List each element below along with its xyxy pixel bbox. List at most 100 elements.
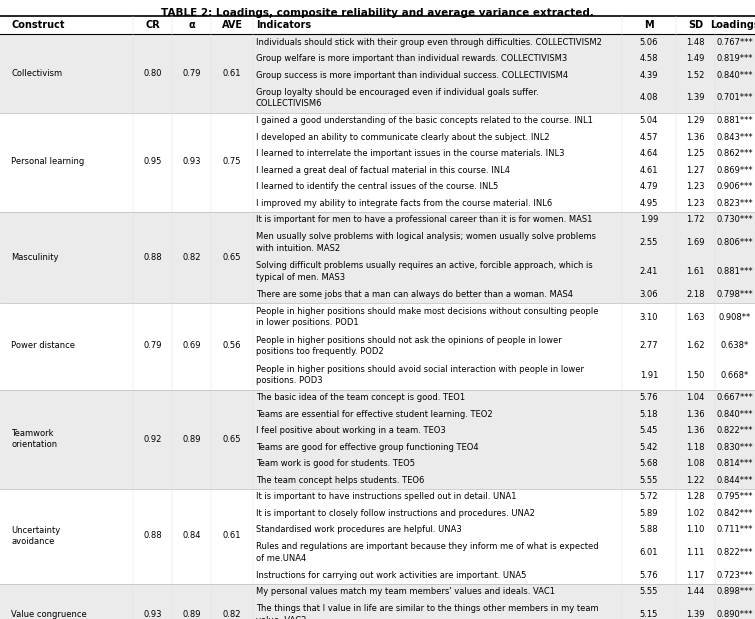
- Text: Indicators: Indicators: [256, 20, 311, 30]
- Text: 5.42: 5.42: [639, 443, 658, 452]
- Text: 1.28: 1.28: [686, 492, 704, 501]
- Text: 4.57: 4.57: [639, 132, 658, 142]
- Text: 4.95: 4.95: [639, 199, 658, 208]
- Text: 5.06: 5.06: [639, 38, 658, 47]
- Text: 0.61: 0.61: [223, 532, 242, 540]
- Text: 1.69: 1.69: [686, 238, 704, 247]
- Bar: [0, 584, 755, 619]
- Text: 5.72: 5.72: [639, 492, 658, 501]
- Text: 5.76: 5.76: [639, 393, 658, 402]
- Text: 0.823***: 0.823***: [716, 199, 753, 208]
- Text: 1.23: 1.23: [686, 182, 704, 191]
- Text: 0.65: 0.65: [223, 253, 242, 261]
- Text: 5.76: 5.76: [639, 571, 658, 580]
- Text: 0.79: 0.79: [143, 342, 162, 350]
- Text: 1.52: 1.52: [686, 71, 704, 80]
- Bar: [0, 113, 755, 212]
- Text: 5.18: 5.18: [639, 410, 658, 418]
- Text: 0.84: 0.84: [182, 532, 201, 540]
- Text: 0.69: 0.69: [182, 342, 201, 350]
- Text: Masculinity: Masculinity: [11, 253, 58, 261]
- Text: M: M: [644, 20, 654, 30]
- Text: 0.88: 0.88: [143, 532, 162, 540]
- Text: 1.08: 1.08: [686, 459, 704, 468]
- Text: 1.49: 1.49: [686, 54, 704, 63]
- Text: Value congruence: Value congruence: [11, 610, 87, 619]
- Text: Men usually solve problems with logical analysis; women usually solve problems
w: Men usually solve problems with logical …: [256, 233, 596, 253]
- Text: 4.08: 4.08: [639, 93, 658, 103]
- Text: Teams are essential for effective student learning. TEO2: Teams are essential for effective studen…: [256, 410, 492, 418]
- Text: I improved my ability to integrate facts from the course material. INL6: I improved my ability to integrate facts…: [256, 199, 552, 208]
- Text: Personal learning: Personal learning: [11, 157, 85, 167]
- Text: I developed an ability to communicate clearly about the subject. INL2: I developed an ability to communicate cl…: [256, 132, 550, 142]
- Text: 4.79: 4.79: [639, 182, 658, 191]
- Text: Construct: Construct: [11, 20, 64, 30]
- Text: Team work is good for students. TEO5: Team work is good for students. TEO5: [256, 459, 415, 468]
- Text: 1.17: 1.17: [686, 571, 704, 580]
- Text: 1.04: 1.04: [686, 393, 704, 402]
- Text: 1.72: 1.72: [686, 215, 704, 224]
- Text: 0.844***: 0.844***: [716, 476, 753, 485]
- Text: 1.61: 1.61: [686, 267, 704, 276]
- Text: 0.668*: 0.668*: [721, 371, 749, 379]
- Text: 3.06: 3.06: [639, 290, 658, 299]
- Text: 0.61: 0.61: [223, 69, 242, 78]
- Text: 0.730***: 0.730***: [716, 215, 753, 224]
- Text: 0.93: 0.93: [182, 157, 201, 167]
- Text: I learned to interrelate the important issues in the course materials. INL3: I learned to interrelate the important i…: [256, 149, 565, 158]
- Text: 0.830***: 0.830***: [716, 443, 753, 452]
- Text: 5.88: 5.88: [639, 526, 658, 534]
- Text: 1.27: 1.27: [686, 166, 704, 175]
- Text: It is important to closely follow instructions and procedures. UNA2: It is important to closely follow instru…: [256, 509, 535, 517]
- Text: Individuals should stick with their group even through difficulties. COLLECTIVIS: Individuals should stick with their grou…: [256, 38, 602, 47]
- Text: 1.99: 1.99: [639, 215, 658, 224]
- Text: 0.906***: 0.906***: [716, 182, 753, 191]
- Text: 0.89: 0.89: [182, 610, 201, 619]
- Text: 0.75: 0.75: [223, 157, 242, 167]
- Bar: [0, 389, 755, 488]
- Text: 1.25: 1.25: [686, 149, 704, 158]
- Text: 0.723***: 0.723***: [716, 571, 753, 580]
- Text: 0.842***: 0.842***: [716, 509, 753, 517]
- Text: 2.77: 2.77: [639, 342, 658, 350]
- Text: 0.898***: 0.898***: [716, 587, 753, 596]
- Text: 5.89: 5.89: [639, 509, 658, 517]
- Text: 0.881***: 0.881***: [716, 267, 753, 276]
- Text: 0.92: 0.92: [143, 435, 162, 443]
- Text: People in higher positions should make most decisions without consulting people
: People in higher positions should make m…: [256, 307, 599, 327]
- Text: 0.822***: 0.822***: [716, 426, 753, 435]
- Bar: [0, 34, 755, 113]
- Text: 0.711***: 0.711***: [716, 526, 753, 534]
- Text: Power distance: Power distance: [11, 342, 75, 350]
- Bar: [0, 488, 755, 584]
- Text: 0.79: 0.79: [182, 69, 201, 78]
- Text: 4.61: 4.61: [639, 166, 658, 175]
- Text: The basic idea of the team concept is good. TEO1: The basic idea of the team concept is go…: [256, 393, 465, 402]
- Text: 4.64: 4.64: [639, 149, 658, 158]
- Text: Rules and regulations are important because they inform me of what is expected
o: Rules and regulations are important beca…: [256, 542, 599, 563]
- Text: 0.89: 0.89: [182, 435, 201, 443]
- Bar: [0, 16, 755, 34]
- Text: There are some jobs that a man can always do better than a woman. MAS4: There are some jobs that a man can alway…: [256, 290, 573, 299]
- Text: 0.667***: 0.667***: [716, 393, 753, 402]
- Text: The team concept helps students. TEO6: The team concept helps students. TEO6: [256, 476, 424, 485]
- Text: 1.91: 1.91: [639, 371, 658, 379]
- Text: 5.68: 5.68: [639, 459, 658, 468]
- Text: I gained a good understanding of the basic concepts related to the course. INL1: I gained a good understanding of the bas…: [256, 116, 593, 125]
- Text: 1.48: 1.48: [686, 38, 704, 47]
- Text: 1.22: 1.22: [686, 476, 704, 485]
- Text: It is important to have instructions spelled out in detail. UNA1: It is important to have instructions spe…: [256, 492, 516, 501]
- Text: 0.814***: 0.814***: [716, 459, 753, 468]
- Text: 1.02: 1.02: [686, 509, 704, 517]
- Text: 1.39: 1.39: [686, 93, 704, 103]
- Text: 0.908**: 0.908**: [719, 313, 751, 321]
- Text: 1.39: 1.39: [686, 610, 704, 619]
- Text: 0.862***: 0.862***: [716, 149, 753, 158]
- Text: 0.80: 0.80: [143, 69, 162, 78]
- Text: My personal values match my team members' values and ideals. VAC1: My personal values match my team members…: [256, 587, 555, 596]
- Text: I learned to identify the central issues of the course. INL5: I learned to identify the central issues…: [256, 182, 498, 191]
- Text: 0.82: 0.82: [182, 253, 201, 261]
- Text: 3.10: 3.10: [639, 313, 658, 321]
- Text: 1.11: 1.11: [686, 548, 704, 557]
- Text: 4.58: 4.58: [639, 54, 658, 63]
